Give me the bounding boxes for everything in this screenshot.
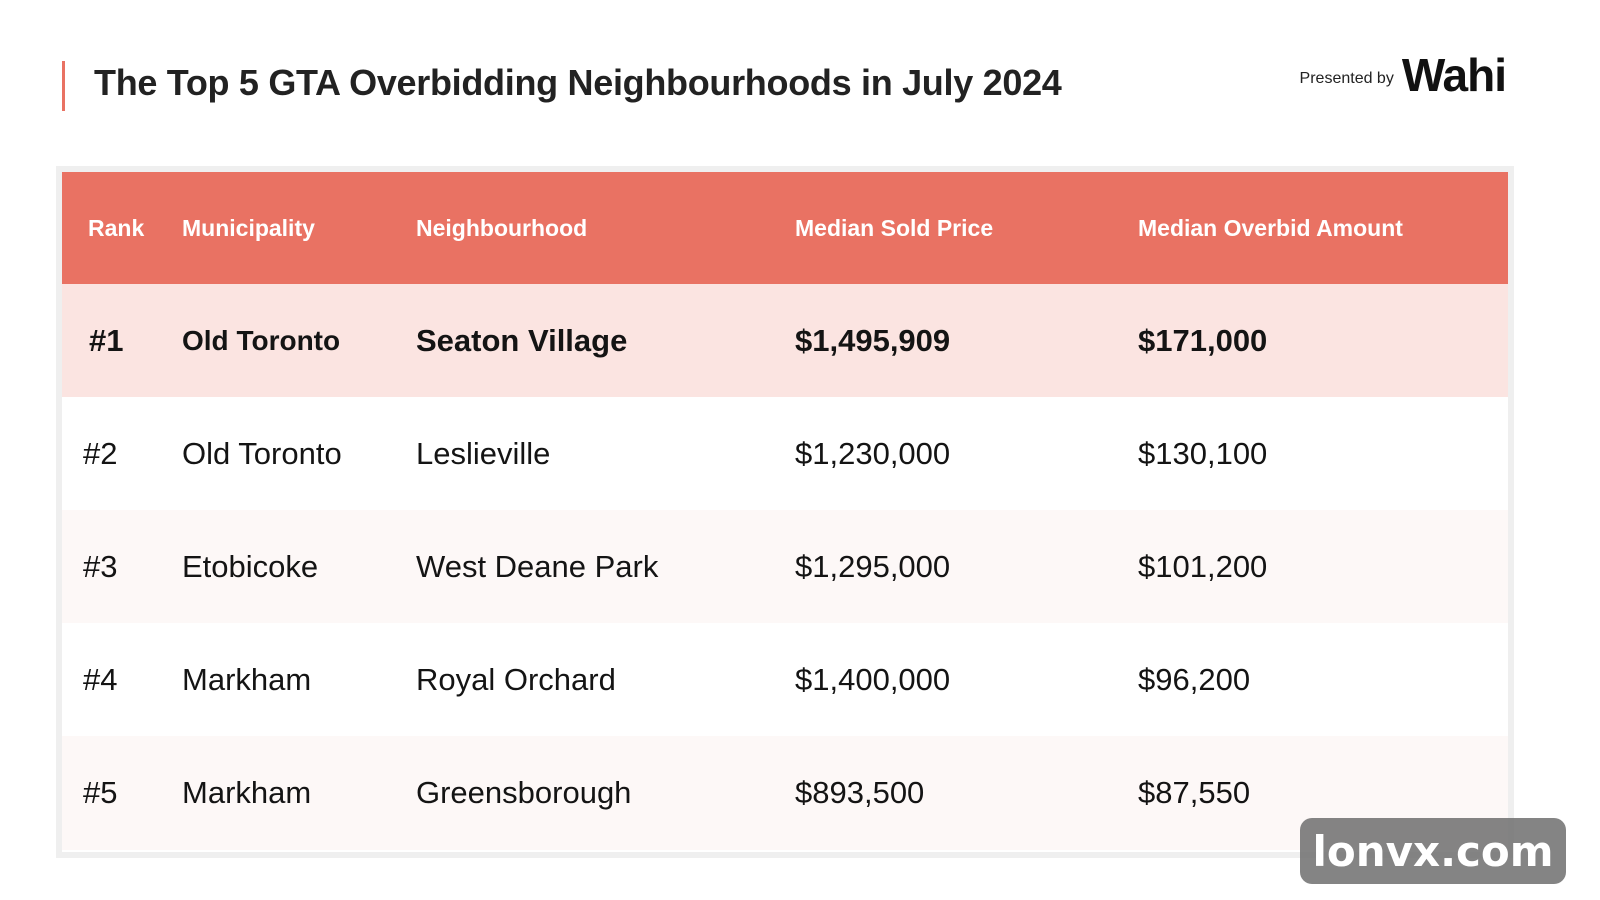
- cell-median-overbid-amount: $171,000: [1138, 322, 1268, 358]
- header-median-sold-price: Median Sold Price: [795, 214, 994, 241]
- watermark: lonvx.com: [1300, 818, 1566, 884]
- cell-neighbourhood: Royal Orchard: [416, 661, 616, 697]
- cell-median-overbid-amount: $87,550: [1138, 775, 1251, 810]
- table-row: #4 Markham Royal Orchard $1,400,000 $96,…: [62, 623, 1508, 736]
- cell-median-sold-price: $1,495,909: [795, 322, 951, 358]
- table-header: Rank Municipality Neighbourhood Median S…: [62, 172, 1508, 284]
- table-row: #1 Old Toronto Seaton Village $1,495,909…: [62, 284, 1508, 397]
- cell-municipality: Markham: [182, 661, 312, 697]
- wahi-logo-text: Wahi: [1401, 49, 1507, 101]
- page-title: The Top 5 GTA Overbidding Neighbourhoods…: [94, 62, 1062, 103]
- cell-rank: #3: [83, 548, 118, 584]
- cell-median-sold-price: $1,230,000: [795, 435, 951, 471]
- header-municipality: Municipality: [182, 214, 315, 241]
- title-accent-bar: [62, 61, 65, 111]
- table-row: #3 Etobicoke West Deane Park $1,295,000 …: [62, 510, 1508, 623]
- cell-municipality: Markham: [182, 775, 312, 810]
- cell-median-overbid-amount: $101,200: [1138, 548, 1268, 584]
- cell-rank: #4: [83, 661, 118, 697]
- cell-municipality: Old Toronto: [182, 435, 342, 471]
- cell-neighbourhood: Greensborough: [416, 775, 632, 810]
- cell-rank: #2: [83, 435, 118, 471]
- header-rank: Rank: [88, 214, 145, 241]
- cell-neighbourhood: West Deane Park: [416, 548, 659, 584]
- presented-by-label: Presented by: [1299, 70, 1394, 87]
- cell-median-overbid-amount: $130,100: [1138, 435, 1268, 471]
- cell-median-sold-price: $1,295,000: [795, 548, 951, 584]
- cell-neighbourhood: Seaton Village: [416, 322, 628, 358]
- table-row: #5 Markham Greensborough $893,500 $87,55…: [62, 736, 1508, 850]
- presented-by: Presented by Wahi: [1299, 49, 1507, 101]
- wahi-logo: Wahi: [1401, 49, 1507, 101]
- cell-rank: #1: [89, 322, 124, 358]
- cell-municipality: Etobicoke: [182, 548, 319, 584]
- cell-median-sold-price: $893,500: [795, 775, 925, 810]
- cell-neighbourhood: Leslieville: [416, 435, 551, 471]
- table-frame: [56, 166, 1514, 858]
- cell-municipality: Old Toronto: [182, 324, 341, 356]
- cell-median-sold-price: $1,400,000: [795, 661, 951, 697]
- header-median-overbid-amount: Median Overbid Amount: [1138, 214, 1403, 241]
- cell-rank: #5: [83, 775, 118, 810]
- table-row: #2 Old Toronto Leslieville $1,230,000 $1…: [62, 397, 1508, 510]
- header-neighbourhood: Neighbourhood: [416, 214, 588, 241]
- cell-median-overbid-amount: $96,200: [1138, 661, 1251, 697]
